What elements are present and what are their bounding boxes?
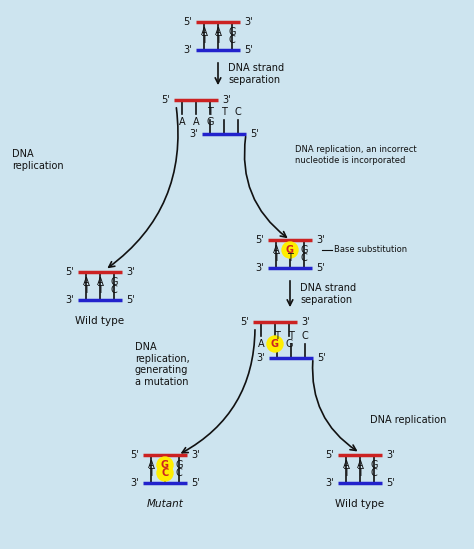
Text: T: T [83,285,89,295]
Text: G: G [228,27,236,37]
Text: Base substitution: Base substitution [334,245,407,255]
Text: 3': 3' [301,317,310,327]
Text: G: G [110,277,118,287]
Text: Mutant: Mutant [146,499,183,509]
Text: G: G [300,245,308,255]
Text: DNA replication, an incorrect
nucleotide is incorporated: DNA replication, an incorrect nucleotide… [295,145,417,165]
Text: 5': 5' [317,263,325,273]
Text: T: T [207,107,213,117]
Text: DNA strand
separation: DNA strand separation [228,63,284,85]
Text: 5': 5' [191,478,200,488]
Text: 3': 3' [183,45,191,55]
Text: 5': 5' [245,45,253,55]
Text: 3': 3' [189,129,198,139]
Text: G: G [161,460,169,470]
Text: C: C [176,468,182,478]
Text: A: A [179,117,185,127]
Text: DNA
replication: DNA replication [12,149,64,171]
Text: A: A [273,245,279,255]
Text: 5': 5' [318,353,326,363]
Circle shape [267,336,283,352]
Text: G: G [286,245,294,255]
Text: G: G [285,339,293,349]
Text: 3': 3' [255,263,264,273]
Text: G: G [206,117,214,127]
Text: G: G [271,339,279,349]
Text: 5': 5' [161,95,170,105]
Text: 3': 3' [191,450,200,460]
Text: A: A [215,27,221,37]
Text: 3': 3' [325,478,334,488]
Text: T: T [221,107,227,117]
Text: A: A [201,27,207,37]
Text: A: A [148,460,155,470]
Text: A: A [343,460,349,470]
Text: 3': 3' [127,267,135,277]
Circle shape [282,242,298,258]
Text: 5': 5' [386,478,395,488]
Text: 3': 3' [245,17,253,27]
Text: T: T [288,331,294,341]
Text: C: C [228,35,236,45]
Text: 3': 3' [317,235,325,245]
Text: 5': 5' [183,17,191,27]
Text: DNA
replication,
generating
a mutation: DNA replication, generating a mutation [135,342,190,387]
Text: G: G [370,460,378,470]
Text: A: A [97,277,103,287]
Text: A: A [258,339,264,349]
Text: C: C [301,331,309,341]
Text: 5': 5' [325,450,334,460]
Text: C: C [161,468,169,478]
Text: Wild type: Wild type [75,316,125,326]
Text: Wild type: Wild type [336,499,384,509]
Text: T: T [215,35,221,45]
Text: 5': 5' [240,317,248,327]
Text: DNA strand
separation: DNA strand separation [300,283,356,305]
Text: T: T [343,468,349,478]
Text: A: A [357,460,363,470]
Text: T: T [357,468,363,478]
Text: 5': 5' [127,295,135,305]
Text: 3': 3' [130,478,138,488]
Text: C: C [110,285,118,295]
Text: C: C [301,253,307,263]
Text: 3': 3' [222,95,231,105]
Text: C: C [235,107,241,117]
Text: T: T [287,253,293,263]
Text: DNA replication: DNA replication [370,415,447,425]
Text: 5': 5' [65,267,73,277]
Text: 3': 3' [386,450,395,460]
Text: C: C [371,468,377,478]
Text: 5': 5' [255,235,264,245]
Text: 5': 5' [250,129,259,139]
Text: T: T [273,253,279,263]
Text: 3': 3' [65,295,73,305]
Text: 5': 5' [130,450,138,460]
Text: G: G [175,460,183,470]
Text: A: A [193,117,199,127]
Circle shape [157,465,173,481]
Text: A: A [82,277,89,287]
Text: T: T [97,285,103,295]
Circle shape [157,457,173,473]
Text: T: T [201,35,207,45]
Text: 3': 3' [256,353,264,363]
Text: T: T [274,331,280,341]
Text: T: T [148,468,154,478]
